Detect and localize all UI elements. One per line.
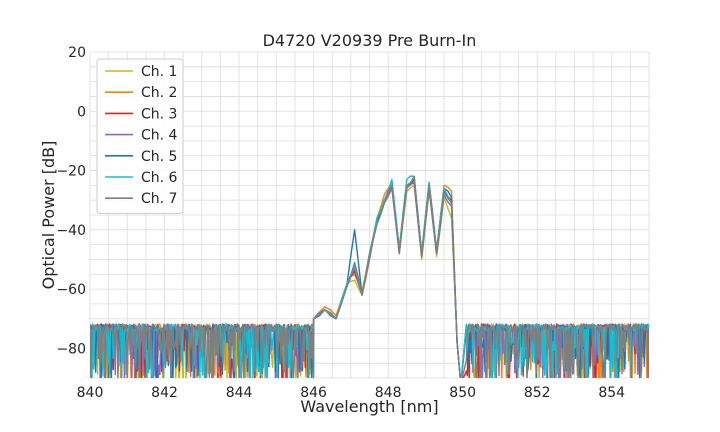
y-tick-label: −60: [56, 282, 86, 298]
y-tick-label: −20: [56, 164, 86, 180]
x-tick-label: 840: [77, 385, 104, 401]
x-tick-label: 844: [226, 385, 253, 401]
y-tick-label: 0: [77, 104, 86, 120]
x-axis-label: Wavelength [nm]: [300, 397, 438, 416]
legend-box: [96, 58, 184, 214]
legend-label: Ch. 2: [141, 85, 177, 101]
x-tick-label: 854: [598, 385, 625, 401]
tick-labels: 840 842 844 846 848 850 852 854 20 0 −20 −40 −60 −80: [56, 45, 625, 401]
y-tick-label: −80: [56, 341, 86, 357]
legend-label: Ch. 3: [141, 106, 177, 122]
x-tick-label: 850: [449, 385, 476, 401]
y-tick-label: 20: [68, 45, 86, 61]
legend: Ch. 1 Ch. 2 Ch. 3 Ch. 4 Ch. 5 Ch. 6 Ch. 7: [96, 58, 184, 214]
x-tick-label: 842: [151, 385, 178, 401]
legend-label: Ch. 7: [141, 191, 177, 207]
legend-label: Ch. 1: [141, 64, 177, 80]
legend-label: Ch. 4: [141, 128, 178, 144]
series-line-7: [90, 175, 649, 378]
chart-title: D4720 V20939 Pre Burn-In: [263, 31, 477, 50]
legend-label: Ch. 5: [141, 149, 177, 165]
y-tick-label: −40: [56, 223, 86, 239]
x-tick-label: 852: [524, 385, 551, 401]
y-axis-label: Optical Power [dB]: [39, 141, 58, 290]
legend-label: Ch. 6: [141, 170, 178, 186]
x-tick-label: 848: [375, 385, 402, 401]
series-lines: [90, 175, 649, 378]
x-tick-label: 846: [300, 385, 327, 401]
